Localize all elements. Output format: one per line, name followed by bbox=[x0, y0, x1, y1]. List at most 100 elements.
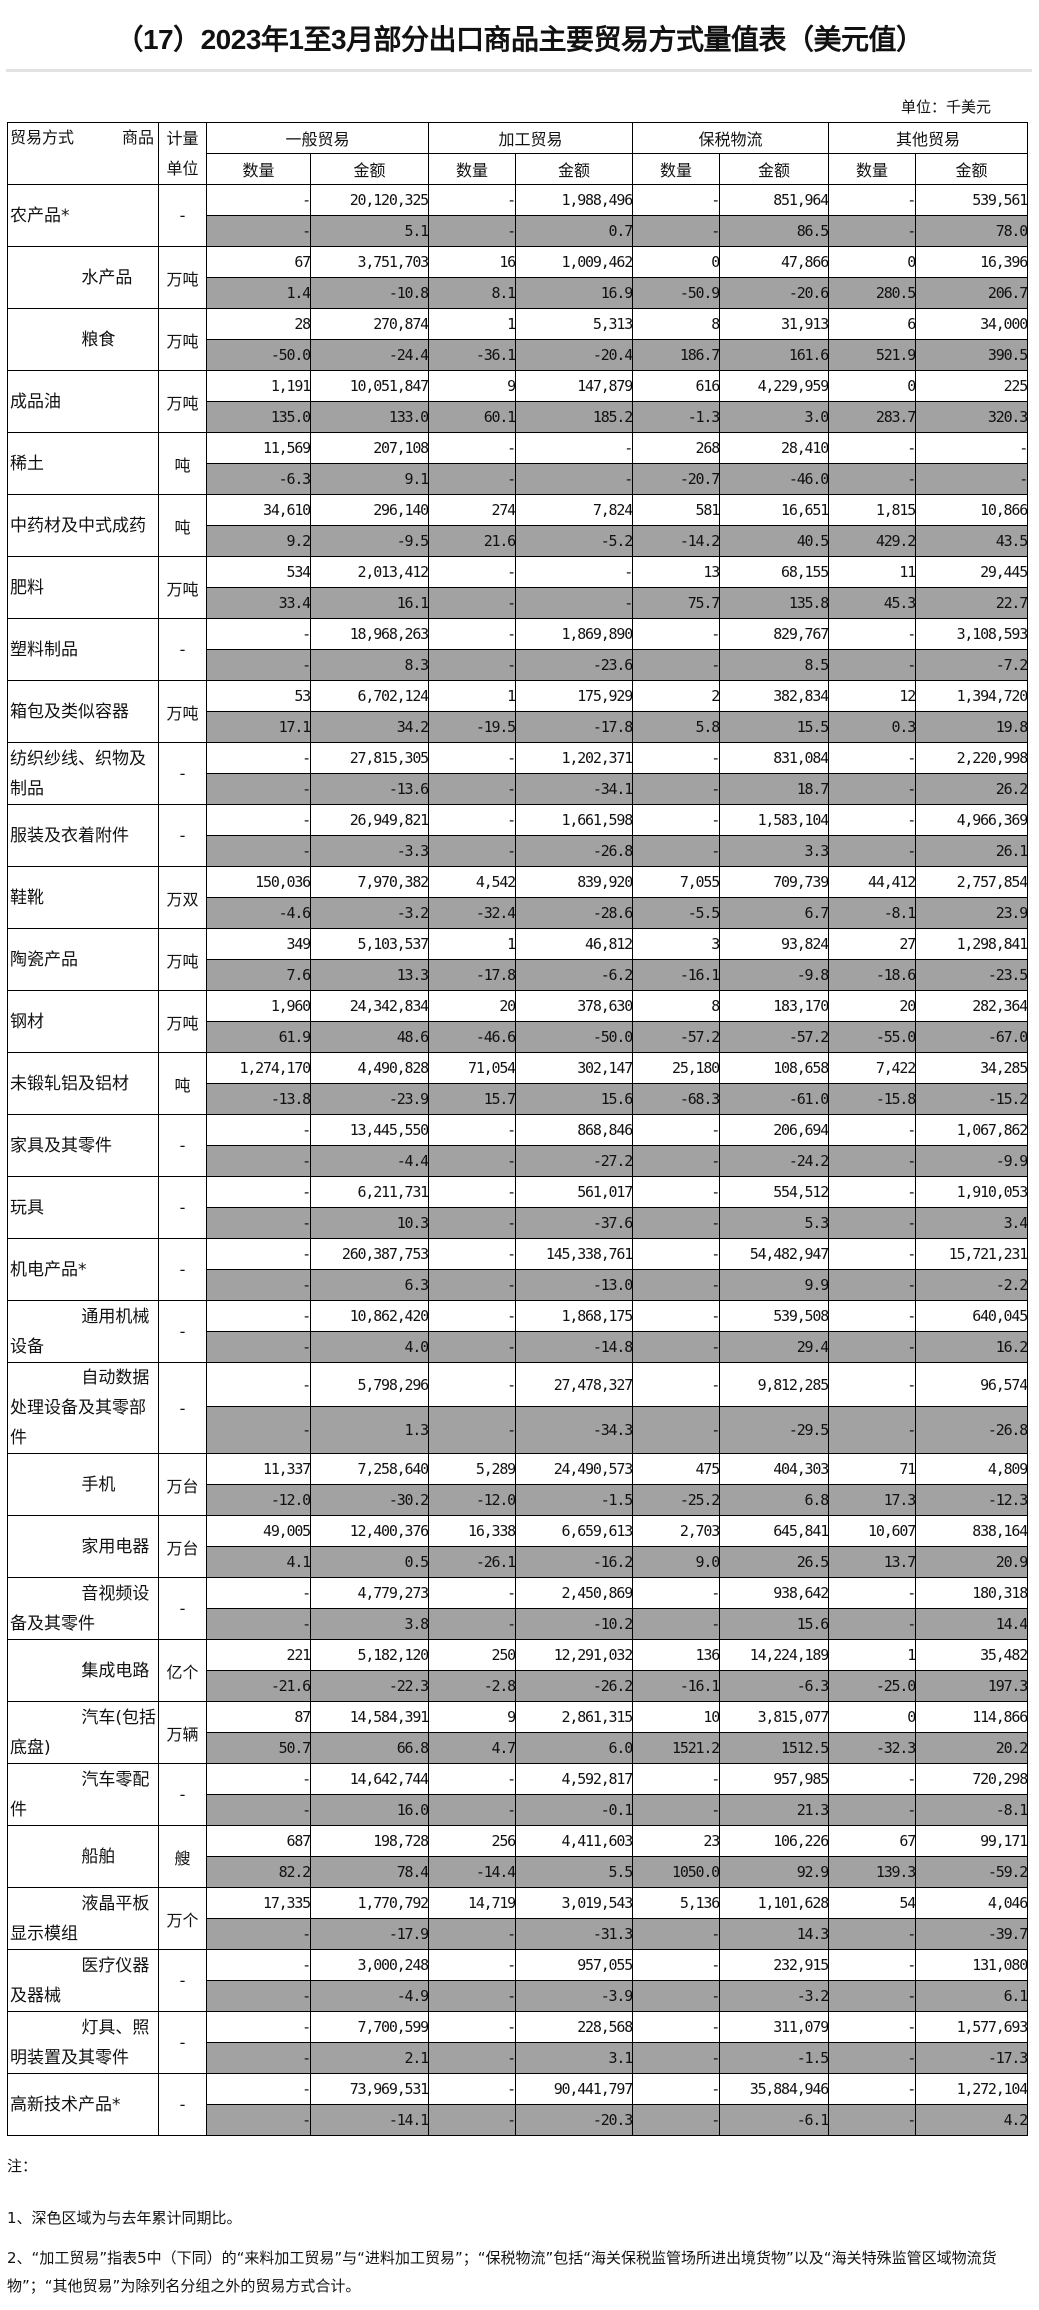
item-unit: 万吨 bbox=[158, 308, 207, 371]
item-name: 液晶平板显示模组 bbox=[7, 1887, 159, 1950]
qty-yoy-cell: -57.2 bbox=[632, 1021, 721, 1053]
amount-yoy-cell: -5.2 bbox=[515, 525, 634, 557]
amount-cell: 1,577,693 bbox=[915, 2011, 1029, 2043]
amount-yoy-cell: 16.1 bbox=[309, 587, 430, 619]
table-row-yoy: 17.1 34.2 -19.5 -17.8 5.8 15.5 0.3 19.8 bbox=[8, 711, 1029, 743]
qty-cell: - bbox=[206, 618, 311, 650]
amount-cell: 4,046 bbox=[915, 1887, 1029, 1919]
table-row-yoy: -6.3 9.1- - -20.7 -46.0- - bbox=[8, 463, 1029, 495]
qty-yoy-cell: -18.6 bbox=[828, 959, 917, 991]
amount-yoy-cell: 3.4 bbox=[915, 1207, 1029, 1239]
qty-cell: 274 bbox=[428, 494, 517, 526]
amount-cell: 18,968,263 bbox=[309, 618, 430, 650]
item-unit: - bbox=[158, 804, 207, 867]
amount-yoy-cell: 2.1 bbox=[309, 2042, 430, 2074]
qty-yoy-cell: - bbox=[828, 1331, 917, 1363]
qty-cell: 16,338 bbox=[428, 1515, 517, 1547]
item-unit: 万双 bbox=[158, 866, 207, 929]
amount-cell: 7,700,599 bbox=[309, 2011, 430, 2043]
item-unit: 万台 bbox=[158, 1515, 207, 1578]
qty-cell: - bbox=[828, 1949, 917, 1981]
table-row: 陶瓷产品 万吨 349 5,103,537 1 46,812 3 93,824 27 1,298,… bbox=[7, 928, 1029, 991]
qty-yoy-cell: - bbox=[428, 1269, 517, 1301]
amount-cell: 554,512 bbox=[719, 1176, 830, 1208]
amount-yoy-cell: -24.4 bbox=[309, 339, 430, 371]
amount-cell: 4,779,273 bbox=[309, 1577, 430, 1609]
amount-yoy-cell: 66.8 bbox=[309, 1732, 430, 1764]
amount-yoy-cell: -9.9 bbox=[915, 1145, 1029, 1177]
qty-yoy-cell: 139.3 bbox=[828, 1856, 917, 1888]
qty-yoy-cell: - bbox=[632, 1794, 721, 1826]
amount-cell: 1,910,053 bbox=[915, 1176, 1029, 1208]
amount-cell: 206,694 bbox=[719, 1114, 830, 1146]
qty-yoy-cell: -14.4 bbox=[428, 1856, 517, 1888]
table-row-yoy: -8.3- -23.6-8.5- -7.2 bbox=[8, 649, 1029, 681]
qty-yoy-cell: - bbox=[428, 463, 517, 495]
amount-cell: 47,866 bbox=[719, 246, 830, 278]
item-unit: 吨 bbox=[158, 432, 207, 495]
group-header-processing: 加工贸易 bbox=[428, 122, 634, 154]
qty-yoy-cell: - bbox=[206, 773, 311, 805]
amount-yoy-cell: 4.0 bbox=[309, 1331, 430, 1363]
amount-yoy-cell: -3.2 bbox=[719, 1980, 830, 2012]
note-1: 1、深色区域为与去年累计同期比。 bbox=[7, 2209, 242, 2227]
qty-yoy-cell: - bbox=[632, 2042, 721, 2074]
item-name: 高新技术产品* bbox=[7, 2073, 159, 2136]
qty-cell: - bbox=[428, 184, 517, 216]
amount-yoy-cell: -14.1 bbox=[309, 2104, 430, 2136]
amount-yoy-cell: -7.2 bbox=[915, 649, 1029, 681]
table-row: 肥料 万吨 534 2,013,412- -13 68,155 11 29,445 bbox=[7, 556, 1029, 619]
amount-cell: 96,574 bbox=[915, 1361, 1029, 1408]
qty-yoy-cell: - bbox=[632, 1406, 721, 1454]
amount-yoy-cell: 18.7 bbox=[719, 773, 830, 805]
amount-yoy-cell: -39.7 bbox=[915, 1918, 1029, 1950]
amount-yoy-cell: 15.6 bbox=[515, 1083, 634, 1115]
qty-yoy-cell: - bbox=[632, 773, 721, 805]
group-header-other: 其他贸易 bbox=[828, 122, 1029, 154]
item-name: 肥料 bbox=[7, 556, 159, 619]
qty-yoy-cell: -12.0 bbox=[428, 1484, 517, 1516]
amount-cell: 2,220,998 bbox=[915, 742, 1029, 774]
qty-yoy-cell: - bbox=[828, 215, 917, 247]
qty-cell: 20 bbox=[428, 990, 517, 1022]
amount-yoy-cell: 4.2 bbox=[915, 2104, 1029, 2136]
qty-cell: - bbox=[828, 1763, 917, 1795]
amount-yoy-cell: -0.1 bbox=[515, 1794, 634, 1826]
qty-yoy-cell: -55.0 bbox=[828, 1021, 917, 1053]
amount-cell: 14,584,391 bbox=[309, 1701, 430, 1733]
table-row-yoy: - -4.4- -27.2- -24.2- -9.9 bbox=[8, 1145, 1029, 1177]
amount-cell: 35,482 bbox=[915, 1639, 1029, 1671]
amount-cell: 561,017 bbox=[515, 1176, 634, 1208]
amount-yoy-cell: -12.3 bbox=[915, 1484, 1029, 1516]
table-row-yoy: 9.2 -9.5 21.6 -5.2 -14.2 40.5 429.2 43.5 bbox=[8, 525, 1029, 557]
amount-yoy-cell: -34.3 bbox=[515, 1406, 634, 1454]
amount-cell: 68,155 bbox=[719, 556, 830, 588]
amount-yoy-cell: -6.3 bbox=[719, 1670, 830, 1702]
amount-cell: 29,445 bbox=[915, 556, 1029, 588]
amount-yoy-cell: - bbox=[515, 463, 634, 495]
table-row-yoy: 135.0 133.0 60.1 185.2 -1.3 3.0 283.7 320.3 bbox=[8, 401, 1029, 433]
amount-yoy-cell: 86.5 bbox=[719, 215, 830, 247]
qty-yoy-cell: 17.1 bbox=[206, 711, 311, 743]
amount-cell: 1,298,841 bbox=[915, 928, 1029, 960]
qty-yoy-cell: 17.3 bbox=[828, 1484, 917, 1516]
item-name: 服装及衣着附件 bbox=[7, 804, 159, 867]
table-row: 未锻轧铝及铝材吨 1,274,170 4,490,828 71,054 302,147 2… bbox=[7, 1052, 1029, 1115]
amount-yoy-cell: -26.2 bbox=[515, 1670, 634, 1702]
qty-cell: 12 bbox=[828, 680, 917, 712]
item-name: 纺织纱线、织物及制品 bbox=[7, 742, 159, 805]
qty-yoy-cell: - bbox=[828, 1406, 917, 1454]
item-name: 汽车零配件 bbox=[7, 1763, 159, 1826]
qty-yoy-cell: - bbox=[428, 215, 517, 247]
qty-cell: 9 bbox=[428, 1701, 517, 1733]
item-unit: 万辆 bbox=[158, 1701, 207, 1764]
amount-yoy-cell: 8.3 bbox=[309, 649, 430, 681]
amount-yoy-cell: 161.6 bbox=[719, 339, 830, 371]
qty-yoy-cell: 50.7 bbox=[206, 1732, 311, 1764]
item-name: 汽车(包括底盘) bbox=[7, 1701, 159, 1764]
qty-yoy-cell: - bbox=[206, 1207, 311, 1239]
amount-yoy-cell: -26.8 bbox=[515, 835, 634, 867]
amount-yoy-cell: -57.2 bbox=[719, 1021, 830, 1053]
amount-cell: - bbox=[515, 556, 634, 588]
table-row-yoy: 33.4 16.1- -75.7 135.8 45.3 22.7 bbox=[8, 587, 1029, 619]
